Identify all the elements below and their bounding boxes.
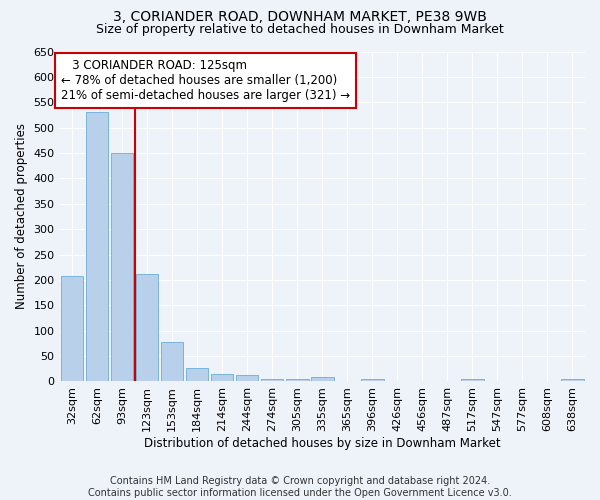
Bar bbox=[136, 274, 158, 382]
Text: 3 CORIANDER ROAD: 125sqm
← 78% of detached houses are smaller (1,200)
21% of sem: 3 CORIANDER ROAD: 125sqm ← 78% of detach… bbox=[61, 59, 350, 102]
Bar bbox=[561, 379, 584, 382]
Text: Contains HM Land Registry data © Crown copyright and database right 2024.
Contai: Contains HM Land Registry data © Crown c… bbox=[88, 476, 512, 498]
Bar bbox=[61, 276, 83, 382]
Bar bbox=[161, 342, 184, 382]
Bar bbox=[86, 112, 109, 382]
Y-axis label: Number of detached properties: Number of detached properties bbox=[15, 124, 28, 310]
Text: Size of property relative to detached houses in Downham Market: Size of property relative to detached ho… bbox=[96, 22, 504, 36]
Text: 3, CORIANDER ROAD, DOWNHAM MARKET, PE38 9WB: 3, CORIANDER ROAD, DOWNHAM MARKET, PE38 … bbox=[113, 10, 487, 24]
Bar bbox=[236, 376, 259, 382]
Bar bbox=[211, 374, 233, 382]
Bar bbox=[461, 379, 484, 382]
Bar bbox=[286, 379, 308, 382]
X-axis label: Distribution of detached houses by size in Downham Market: Distribution of detached houses by size … bbox=[144, 437, 500, 450]
Bar bbox=[186, 368, 208, 382]
Bar bbox=[111, 153, 133, 382]
Bar bbox=[361, 379, 383, 382]
Bar bbox=[261, 379, 283, 382]
Bar bbox=[311, 378, 334, 382]
